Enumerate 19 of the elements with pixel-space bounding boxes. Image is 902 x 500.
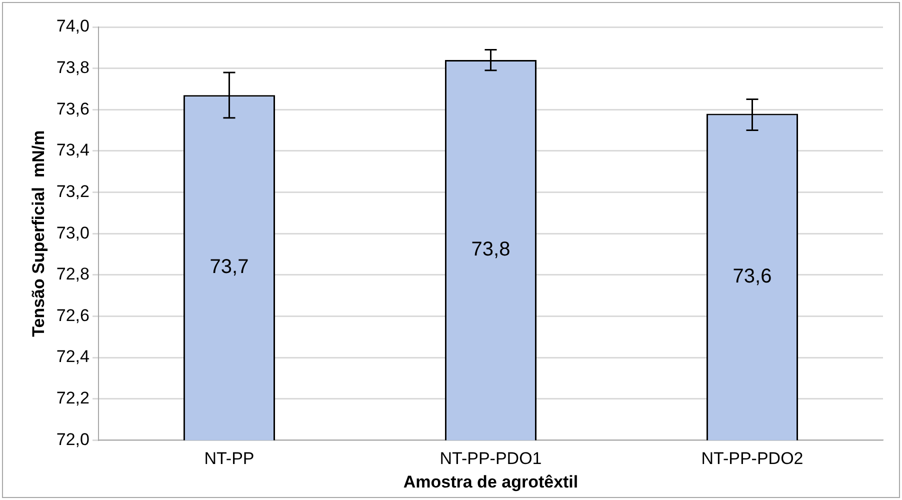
y-axis-title: Tensão Superficial mN/m bbox=[28, 130, 48, 337]
y-tick-label: 73,6 bbox=[56, 99, 90, 118]
y-tick-label: 72,0 bbox=[56, 430, 90, 449]
data-label: 73,6 bbox=[732, 266, 772, 288]
y-tick-label: 73,0 bbox=[56, 223, 90, 242]
y-tick-label: 72,2 bbox=[56, 388, 90, 408]
y-tick-label: 72,8 bbox=[56, 264, 90, 284]
data-label: 73,7 bbox=[210, 256, 249, 278]
y-tick-label: 73,4 bbox=[56, 140, 90, 160]
x-tick-label: NT-PP bbox=[204, 449, 254, 468]
x-tick-label: NT-PP-PDO2 bbox=[701, 449, 804, 468]
y-tick-label: 72,6 bbox=[56, 306, 90, 325]
y-tick-label: 74,0 bbox=[56, 16, 90, 36]
x-axis-title: Amostra de agrotêxtil bbox=[403, 472, 578, 492]
data-label: 73,8 bbox=[471, 238, 510, 261]
y-tick-label: 72,4 bbox=[56, 347, 90, 366]
y-tick-label: 73,2 bbox=[56, 182, 90, 201]
y-tick-label: 73,8 bbox=[56, 58, 90, 78]
x-tick-label: NT-PP-PDO1 bbox=[440, 449, 542, 468]
